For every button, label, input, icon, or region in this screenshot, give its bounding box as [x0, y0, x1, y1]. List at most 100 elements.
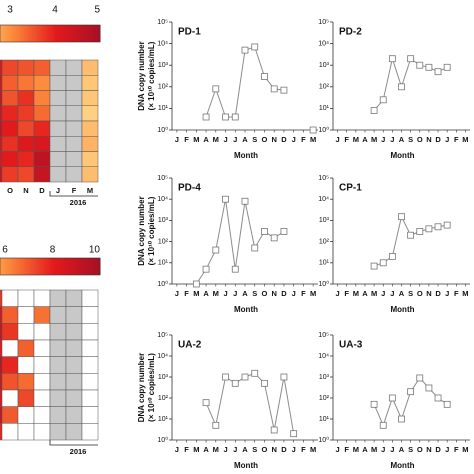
colorbar-segment — [34, 25, 38, 42]
x-tick-label: N — [271, 135, 276, 144]
x-tick-label: A — [399, 445, 405, 454]
heatmap-cell — [1, 339, 19, 357]
x-tick-label: A — [362, 289, 368, 298]
colorbar-segment — [59, 25, 63, 42]
data-point — [443, 221, 451, 229]
x-tick-label: J — [381, 289, 385, 298]
colorbar-segment — [14, 258, 18, 275]
colorbar-segment — [23, 25, 27, 42]
x-tick-label: N — [426, 289, 431, 298]
heatmap-cell — [33, 339, 51, 357]
data-point — [407, 55, 415, 63]
heatmap-cell — [1, 136, 19, 152]
x-tick-label: F — [184, 445, 189, 454]
x-tick-label: M — [213, 289, 219, 298]
axis-frame — [332, 22, 470, 131]
colorbar-segment — [66, 25, 69, 42]
colorbar-segment — [39, 25, 42, 42]
data-point — [370, 262, 378, 270]
data-point — [425, 63, 433, 71]
y-tick-label: 10² — [158, 395, 169, 402]
y-tick-label: 10³ — [319, 62, 330, 69]
heatmap-cell — [0, 166, 3, 183]
data-point — [212, 246, 220, 254]
x-tick-label: A — [242, 289, 248, 298]
y-tick-label: 10⁴ — [318, 40, 329, 47]
colorbar-segment — [86, 25, 90, 42]
x-tick-label: N — [271, 289, 276, 298]
colorbar-segment — [83, 258, 87, 275]
heatmap-cell — [81, 90, 99, 106]
colorbar-segment — [3, 25, 6, 42]
x-tick-label: J — [381, 445, 385, 454]
data-point — [425, 384, 433, 392]
y-tick-label: 10³ — [158, 374, 169, 381]
heatmap-cell — [81, 289, 99, 307]
heatmap-cell — [33, 136, 51, 152]
x-tick-label: J — [390, 289, 394, 298]
x-tick-label: J — [175, 135, 179, 144]
heatmap-cell — [65, 136, 83, 152]
x-tick-label: F — [344, 135, 349, 144]
heatmap-cell — [33, 166, 51, 183]
colorbar-segment — [37, 25, 40, 42]
heatmap-cell — [0, 356, 3, 374]
data-line — [195, 199, 285, 285]
x-tick-label: J — [175, 445, 179, 454]
heatmap-cell — [17, 356, 35, 374]
x-tick-label: M — [193, 135, 199, 144]
x-tick-label: J — [233, 289, 237, 298]
x-tick-label: A — [242, 135, 248, 144]
x-tick-label: M — [353, 135, 359, 144]
colorbar-segment — [28, 258, 32, 275]
heatmap-cell — [1, 151, 19, 167]
axis-frame — [332, 335, 470, 441]
heatmap-cell — [49, 323, 67, 341]
colorbar-segment — [85, 258, 89, 275]
x-axis-label: Month — [391, 461, 415, 470]
data-point — [434, 394, 442, 402]
y-axis-label: DNA copy number — [137, 196, 146, 266]
heatmap-cell — [17, 306, 35, 324]
x-tick-label: M — [462, 135, 468, 144]
data-point — [398, 415, 405, 423]
heatmap-cell — [17, 151, 35, 167]
heatmap-cell — [81, 151, 99, 167]
heatmap-cell — [49, 306, 67, 324]
x-tick-label: N — [426, 135, 431, 144]
x-tick-label: O — [262, 445, 268, 454]
colorbar-segment — [43, 258, 46, 275]
colorbar-segment — [52, 25, 56, 42]
heatmap-cell — [17, 120, 35, 137]
data-point — [425, 225, 433, 233]
colorbar-segment — [48, 25, 51, 42]
colorbar-segment — [73, 25, 76, 42]
x-tick-label: S — [252, 289, 257, 298]
data-point — [407, 388, 415, 396]
x-tick-label: M — [462, 289, 468, 298]
colorbar-segment — [25, 25, 29, 42]
heatmap-cell — [17, 136, 35, 152]
x-tick-label: J — [292, 135, 296, 144]
y-axis-label: (× 10¹⁰ copies/mL) — [147, 196, 156, 265]
colorbar-segment — [84, 25, 87, 42]
y-tick-label: 10² — [319, 395, 330, 402]
colorbar-segment — [90, 258, 94, 275]
x-tick-label: F — [301, 135, 306, 144]
heatmap-cell — [81, 59, 99, 76]
heatmap-cell — [65, 90, 83, 106]
heatmap-cell — [65, 166, 83, 183]
heatmap-cell — [1, 323, 19, 341]
x-tick-label: A — [203, 135, 209, 144]
heatmap-cell — [17, 339, 35, 357]
colorbar-frame — [0, 257, 101, 276]
y-tick-label: 10⁴ — [318, 196, 329, 203]
heatmap-cell — [33, 323, 51, 341]
x-tick-label: J — [335, 135, 339, 144]
colorbar-segment — [64, 258, 68, 275]
data-point — [370, 107, 378, 114]
heatmap-cell — [65, 389, 83, 407]
x-tick-label: D — [281, 289, 287, 298]
heatmap-cell — [0, 306, 3, 324]
y-tick-label: 10¹ — [158, 105, 169, 112]
